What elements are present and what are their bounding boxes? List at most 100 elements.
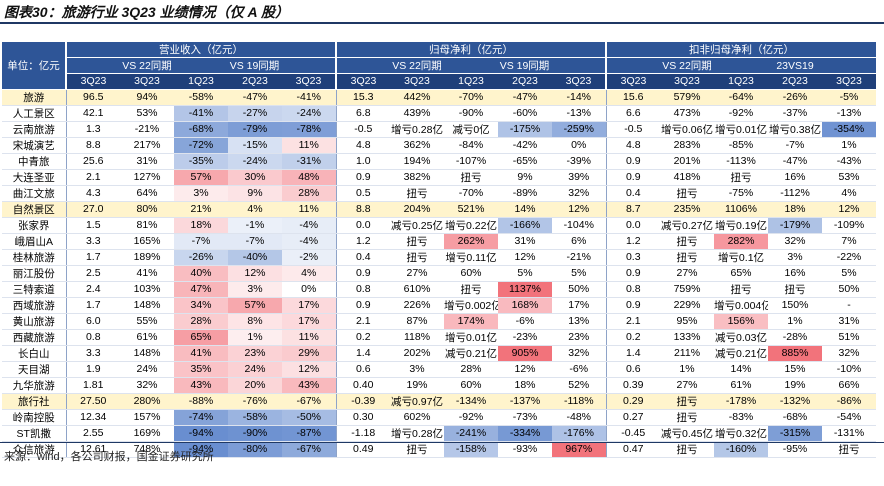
cell: -7%	[768, 137, 822, 154]
cell: -175%	[498, 121, 552, 138]
cell: 6%	[552, 233, 606, 250]
cell: -76%	[228, 393, 282, 410]
cell: 21%	[174, 201, 228, 218]
cell: -94%	[174, 425, 228, 442]
cell: 0.8	[335, 281, 390, 298]
group-header: 营业收入（亿元）	[65, 42, 336, 58]
cell: 66%	[822, 377, 876, 394]
cell: -10%	[822, 361, 876, 378]
cell: -47%	[768, 153, 822, 170]
cell: 362%	[390, 137, 444, 154]
cell: -47%	[228, 89, 282, 106]
title: 图表30：旅游行业 3Q23 业绩情况（仅 A 股）	[4, 4, 289, 20]
row: 旅行社 27.50 280% -88% -76% -67% -0.39 减亏0.97亿 -134…	[2, 393, 876, 410]
cell: -86%	[822, 393, 876, 410]
cell: -41%	[174, 105, 228, 122]
cell: 3%	[390, 361, 444, 378]
row: 长白山 3.3 148% 41% 23% 29% 1.4 202% 减亏0.21亿 905% 32%…	[2, 345, 876, 362]
cell: 3.3	[65, 233, 120, 250]
cell: -67%	[282, 441, 336, 458]
cell: -78%	[282, 121, 336, 138]
cell: -178%	[714, 393, 768, 410]
cell: 0%	[282, 281, 336, 298]
cell: 扭亏	[660, 249, 714, 266]
cell: 增亏0.22亿	[444, 217, 498, 234]
cell: -160%	[714, 441, 768, 458]
cell: 280%	[120, 393, 174, 410]
cell: 0.40	[335, 377, 390, 394]
cell: -41%	[282, 89, 336, 106]
cell: 1%	[768, 313, 822, 330]
cell: 87%	[390, 313, 444, 330]
cell: 57%	[174, 169, 228, 186]
cell: -15%	[228, 137, 282, 154]
cell: 0.9	[335, 265, 390, 282]
cell: 扭亏	[660, 233, 714, 250]
cell: 5%	[822, 265, 876, 282]
period: 3Q23	[335, 73, 390, 90]
cell: 31%	[120, 153, 174, 170]
row: 众信旅游 12.61 748% -94% -80% -67% 0.49 扭亏 -158% -93%…	[2, 441, 876, 458]
cell: 133%	[660, 329, 714, 346]
cell: 94%	[120, 89, 174, 106]
cell: 13%	[552, 313, 606, 330]
cell: 14%	[498, 201, 552, 218]
cell: -24%	[228, 153, 282, 170]
cell: 扭亏	[390, 185, 444, 202]
sub-header: VS 22同期	[390, 57, 444, 74]
cell: -43%	[822, 153, 876, 170]
cell: 473%	[660, 105, 714, 122]
cell: -23%	[498, 329, 552, 346]
cell: -5%	[822, 89, 876, 106]
cell: -92%	[714, 105, 768, 122]
cell: 增亏0.004亿	[714, 297, 768, 314]
period: 2Q23	[768, 73, 822, 90]
rule	[0, 442, 884, 443]
cell: 17%	[552, 297, 606, 314]
row-label: 人工景区	[2, 105, 66, 122]
cell: 5%	[552, 265, 606, 282]
cell: 262%	[444, 233, 498, 250]
cell: -42%	[498, 137, 552, 154]
cell: 27.0	[65, 201, 120, 218]
cell: 64%	[120, 185, 174, 202]
cell: 211%	[660, 345, 714, 362]
cell: 27.50	[65, 393, 120, 410]
cell: -67%	[282, 393, 336, 410]
cell: 0.9	[605, 153, 660, 170]
cell: 扭亏	[444, 281, 498, 298]
cell: 8.8	[65, 137, 120, 154]
cell: 扭亏	[660, 185, 714, 202]
cell: 50%	[822, 281, 876, 298]
cell: -40%	[228, 249, 282, 266]
row-label: 大连圣亚	[2, 169, 66, 186]
cell: 6.8	[335, 105, 390, 122]
cell: 24%	[228, 361, 282, 378]
cell: -241%	[444, 425, 498, 442]
cell: 47%	[174, 281, 228, 298]
cell: -26%	[768, 89, 822, 106]
cell: -13%	[552, 105, 606, 122]
cell: -21%	[120, 121, 174, 138]
cell: -21%	[552, 249, 606, 266]
cell: -179%	[768, 217, 822, 234]
cell: 32%	[120, 377, 174, 394]
cell: 19%	[768, 377, 822, 394]
cell: 3%	[174, 185, 228, 202]
cell: -118%	[552, 393, 606, 410]
cell: 28%	[444, 361, 498, 378]
cell: -70%	[444, 185, 498, 202]
cell: 0.6	[335, 361, 390, 378]
cell: 扭亏	[714, 281, 768, 298]
table-body: 旅游 96.5 94% -58% -47% -41% 15.3 442% -70% -47% -14…	[2, 89, 876, 458]
cell: 20%	[228, 377, 282, 394]
cell: 42.1	[65, 105, 120, 122]
cell: -75%	[714, 185, 768, 202]
period: 3Q23	[822, 73, 876, 90]
cell: -334%	[498, 425, 552, 442]
cell: 43%	[174, 377, 228, 394]
cell: 61%	[714, 377, 768, 394]
cell: 增亏0.28亿	[390, 121, 444, 138]
row: 云南旅游 1.3 -21% -68% -79% -78% -0.5 增亏0.28亿 减亏0亿 -1…	[2, 121, 876, 138]
row: 西域旅游 1.7 148% 34% 57% 17% 0.9 226% 增亏0.002亿 168% 1…	[2, 297, 876, 314]
